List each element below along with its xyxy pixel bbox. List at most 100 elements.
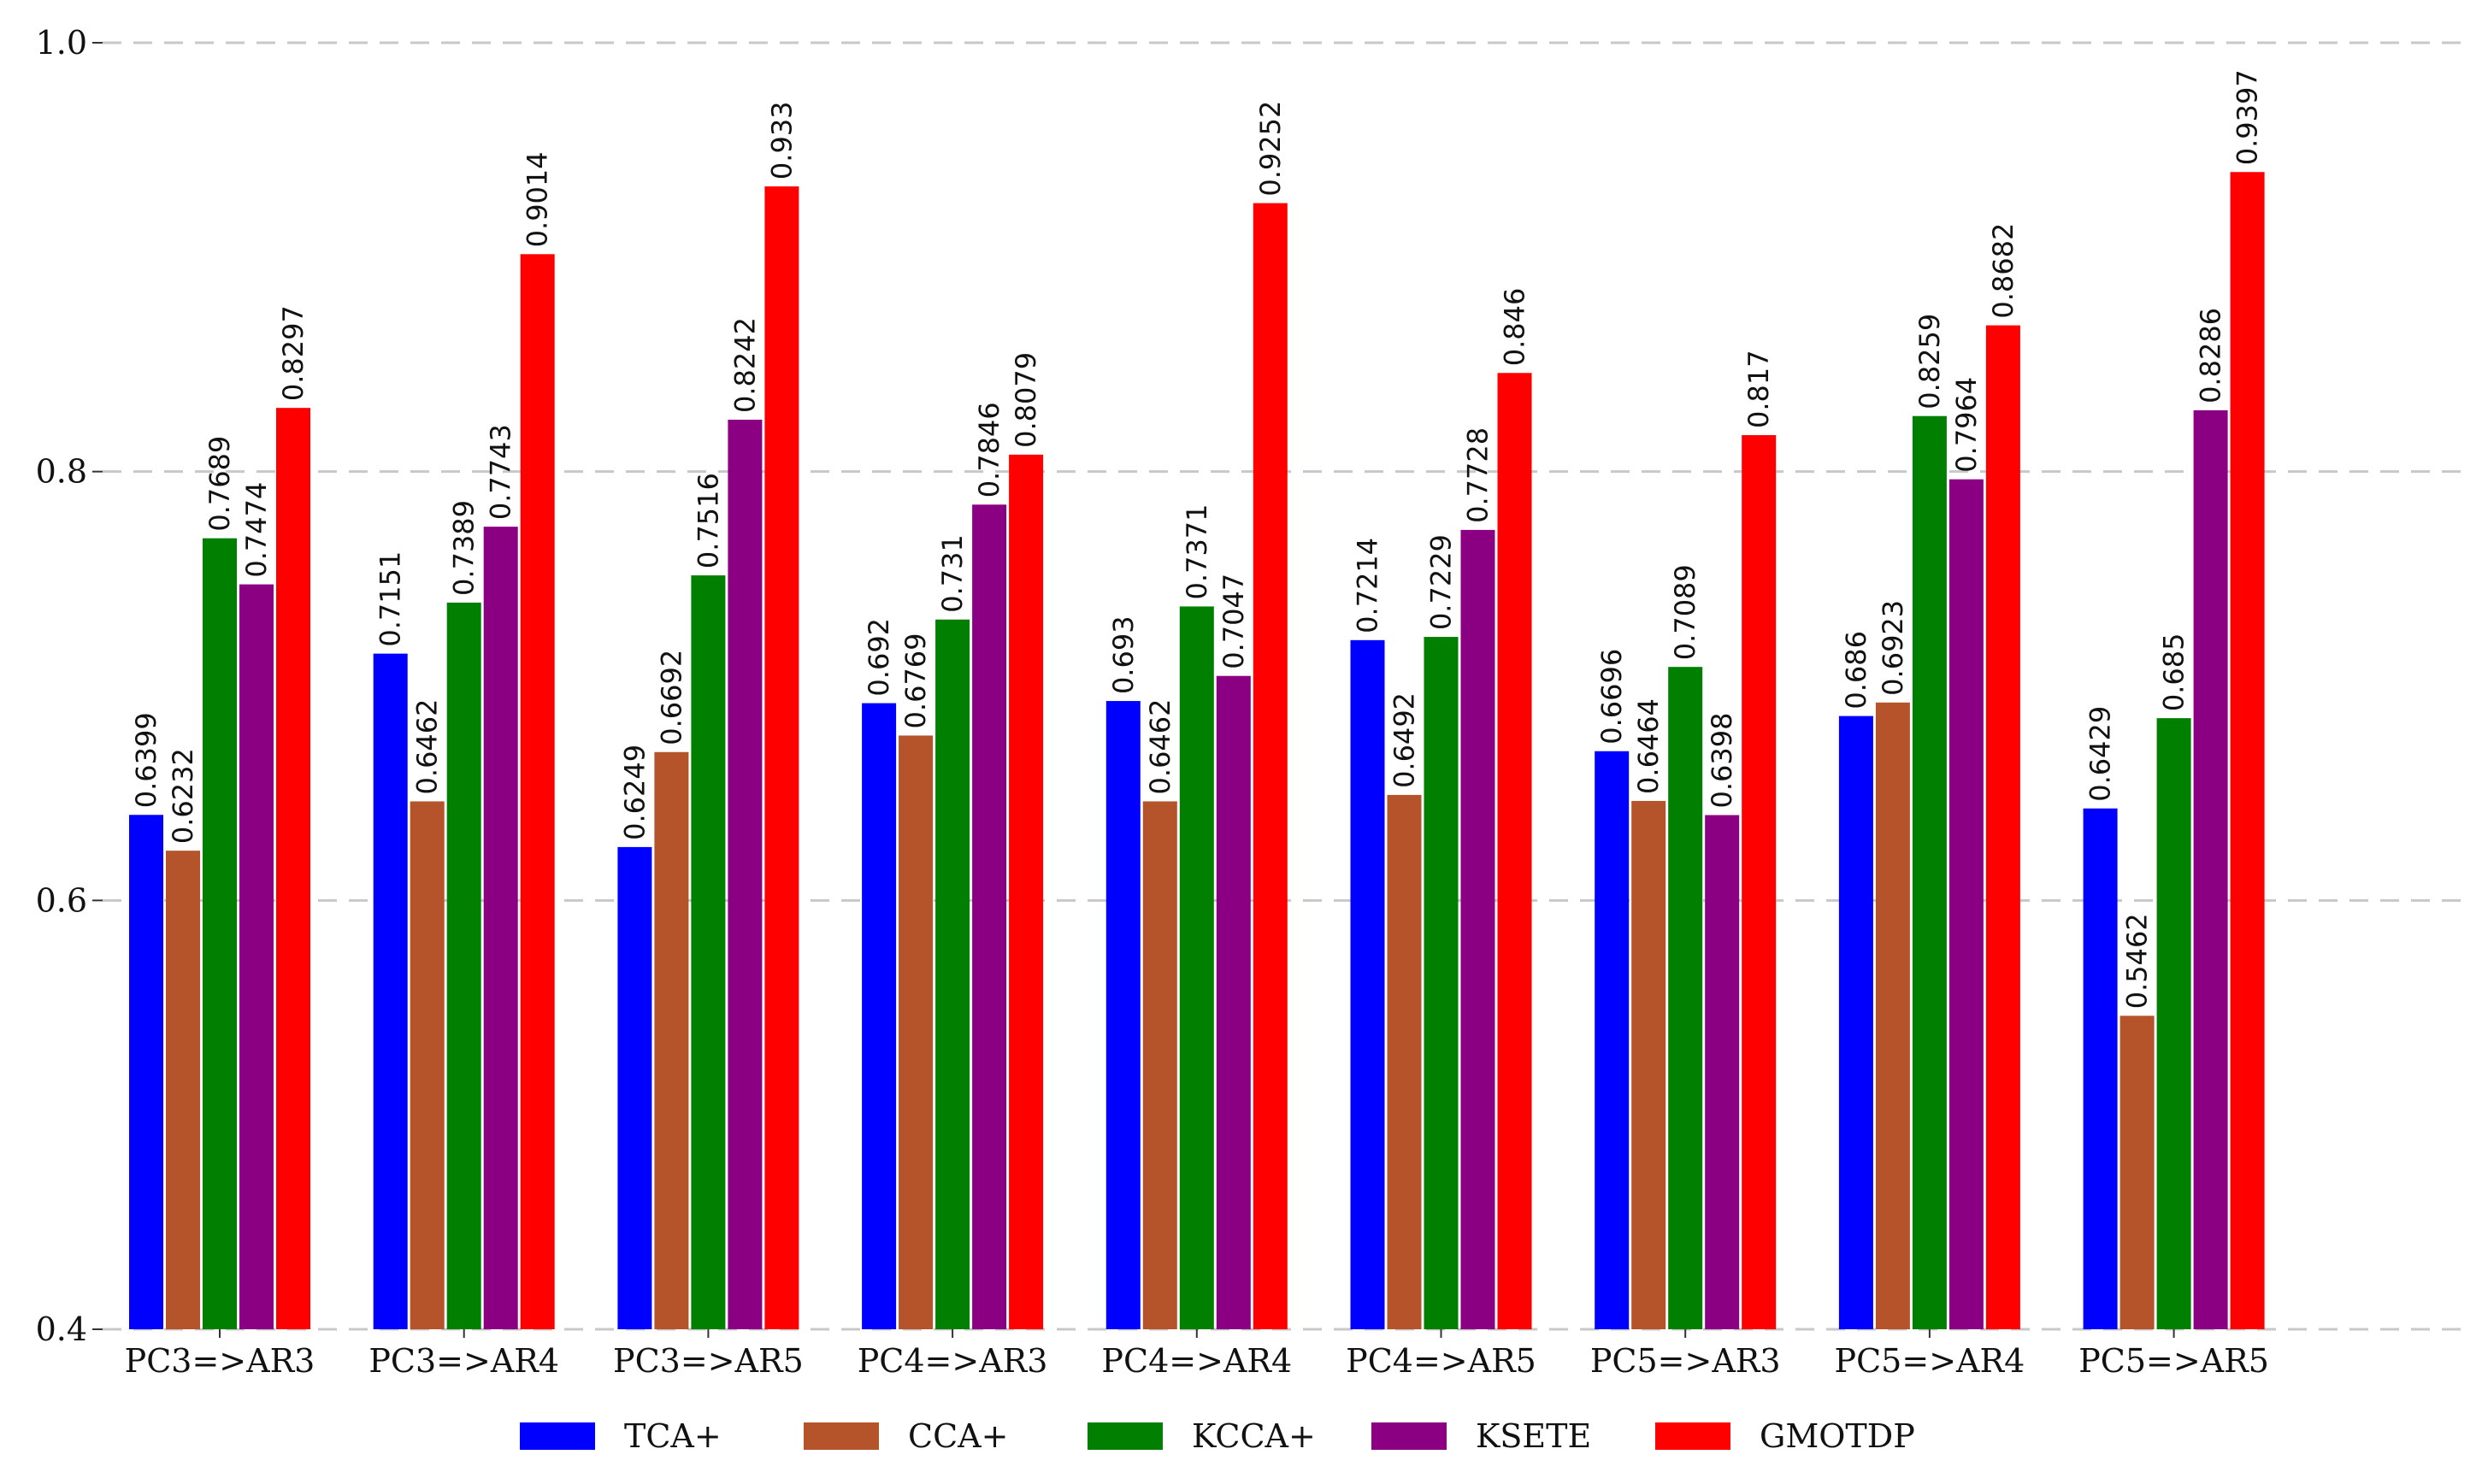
bar-ccaplus <box>2119 1016 2155 1329</box>
bar-ksete <box>2193 409 2228 1329</box>
y-axis: 0.4 0.6 0.8 1.0 <box>36 24 103 1348</box>
data-label: 0.6398 <box>1706 713 1738 809</box>
bar-ccaplus <box>899 735 934 1329</box>
bar-tcaplus <box>1350 639 1385 1329</box>
data-label: 0.9014 <box>522 151 554 247</box>
data-label: 0.6232 <box>167 748 199 844</box>
legend-label: GMOTDP <box>1760 1417 1915 1455</box>
x-tick-label: PC5=>AR5 <box>2078 1342 2269 1380</box>
bars <box>129 172 2265 1330</box>
bar-tcaplus <box>2083 808 2118 1329</box>
data-label: 0.817 <box>1742 350 1775 428</box>
bar-ksete <box>1216 675 1251 1329</box>
data-label: 0.6399 <box>130 712 162 808</box>
y-tick-label: 0.6 <box>36 881 87 919</box>
bar-tcaplus <box>129 815 163 1329</box>
bar-kccaplus <box>935 619 970 1329</box>
data-label: 0.7728 <box>1462 427 1495 523</box>
bar-ksete <box>728 419 763 1330</box>
data-label: 0.8297 <box>277 305 310 401</box>
y-tick-label: 0.8 <box>36 453 87 491</box>
legend-label: KCCA+ <box>1192 1417 1316 1455</box>
bar-ccaplus <box>1875 702 1910 1329</box>
data-label: 0.6492 <box>1388 692 1421 788</box>
x-tick-label: PC5=>AR3 <box>1590 1342 1781 1380</box>
data-label: 0.7229 <box>1425 534 1458 630</box>
data-label: 0.7474 <box>240 482 273 578</box>
bar-ksete <box>239 584 274 1329</box>
data-label: 0.8079 <box>1010 352 1042 448</box>
legend-swatch <box>804 1422 879 1450</box>
bar-tcaplus <box>373 653 408 1329</box>
x-tick-label: PC4=>AR4 <box>1101 1342 1292 1380</box>
legend-label: KSETE <box>1476 1417 1591 1455</box>
legend-swatch <box>1655 1422 1730 1450</box>
bar-ccaplus <box>1142 801 1177 1329</box>
bar-kccaplus <box>203 538 237 1329</box>
data-label: 0.7964 <box>1950 377 1983 473</box>
bar-gmotdp <box>2230 172 2265 1330</box>
bar-kccaplus <box>2156 718 2191 1329</box>
legend-swatch <box>520 1422 595 1450</box>
bar-gmotdp <box>276 408 310 1329</box>
bar-gmotdp <box>764 186 799 1329</box>
legend-swatch <box>1371 1422 1447 1450</box>
bar-kccaplus <box>1668 667 1703 1329</box>
data-label: 0.6462 <box>411 698 444 794</box>
bar-ksete <box>483 527 518 1329</box>
bar-kccaplus <box>446 602 481 1329</box>
bar-tcaplus <box>1595 751 1630 1329</box>
bar-tcaplus <box>1105 701 1141 1329</box>
data-label: 0.7689 <box>203 436 236 532</box>
bar-tcaplus <box>1838 716 1873 1329</box>
data-labels: 0.6399 0.6232 0.7689 0.7474 0.8297 0.7151 0.64… <box>130 69 2264 1009</box>
data-label: 0.846 <box>1499 288 1531 367</box>
data-label: 0.6429 <box>2084 706 2117 802</box>
bar-gmotdp <box>520 254 555 1329</box>
data-label: 0.5462 <box>2121 913 2154 1009</box>
data-label: 0.7846 <box>973 402 1005 498</box>
data-label: 0.6692 <box>655 650 687 745</box>
data-label: 0.9397 <box>2231 69 2264 165</box>
x-tick-label: PC5=>AR4 <box>1835 1342 2025 1380</box>
legend-label: TCA+ <box>624 1417 722 1455</box>
bar-ksete <box>1460 529 1495 1329</box>
bar-ccaplus <box>1387 794 1422 1329</box>
data-label: 0.6249 <box>618 745 651 840</box>
x-axis: PC3=>AR3 PC3=>AR4 PC3=>AR5 PC4=>AR3 PC4=>AR4… <box>125 1329 2269 1380</box>
data-label: 0.8242 <box>728 317 761 413</box>
x-tick-label: PC3=>AR4 <box>368 1342 559 1380</box>
bar-kccaplus <box>1179 606 1214 1329</box>
data-label: 0.9252 <box>1254 101 1287 197</box>
bar-gmotdp <box>1009 454 1044 1329</box>
x-tick-label: PC3=>AR3 <box>125 1342 315 1380</box>
bar-ccaplus <box>654 751 689 1329</box>
data-label: 0.8682 <box>1987 223 2019 319</box>
data-label: 0.6696 <box>1595 649 1628 745</box>
data-label: 0.685 <box>2158 633 2190 712</box>
data-label: 0.6462 <box>1144 698 1176 794</box>
bar-ksete <box>1705 815 1740 1329</box>
data-label: 0.7047 <box>1217 574 1250 669</box>
bar-ccaplus <box>410 801 445 1329</box>
legend: TCA+ CCA+ KCCA+ KSETE GMOTDP <box>520 1417 1915 1455</box>
x-tick-label: PC4=>AR5 <box>1346 1342 1536 1380</box>
data-label: 0.686 <box>1840 631 1872 710</box>
data-label: 0.7516 <box>692 473 724 568</box>
bar-ccaplus <box>166 851 200 1329</box>
data-label: 0.7089 <box>1669 564 1701 660</box>
data-label: 0.7214 <box>1352 538 1384 633</box>
bar-tcaplus <box>617 846 652 1329</box>
data-label: 0.8286 <box>2195 308 2227 403</box>
bar-tcaplus <box>862 703 897 1329</box>
data-label: 0.6464 <box>1632 698 1665 794</box>
bar-kccaplus <box>691 575 726 1329</box>
bar-kccaplus <box>1912 415 1947 1330</box>
y-tick-label: 1.0 <box>36 24 87 62</box>
bar-gmotdp <box>1742 435 1777 1329</box>
y-tick-label: 0.4 <box>36 1310 87 1348</box>
bar-ksete <box>1948 479 1984 1329</box>
data-label: 0.7389 <box>448 500 480 596</box>
data-label: 0.692 <box>863 618 895 697</box>
